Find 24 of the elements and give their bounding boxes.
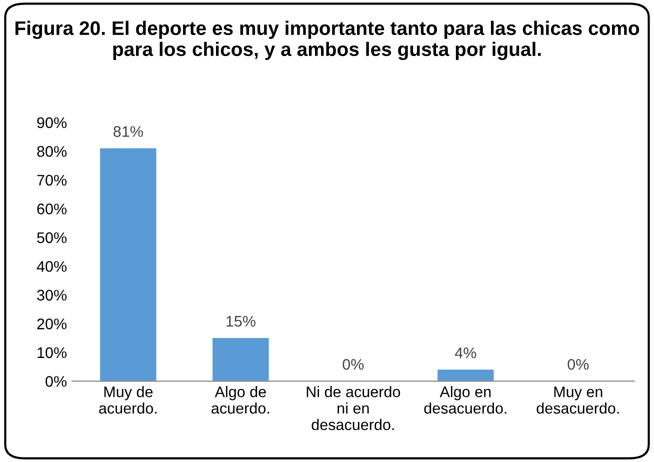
bar (438, 370, 494, 382)
x-tick-label: Muy en desacuerdo. (536, 386, 619, 414)
x-tick-label: Muy de acuerdo. (99, 386, 157, 414)
y-tick-label: 90% (37, 117, 67, 128)
y-tick-label: 30% (37, 290, 67, 301)
y-tick-label: 50% (37, 232, 67, 244)
x-tick-label: Algo de acuerdo. (212, 386, 270, 414)
bar (212, 338, 269, 382)
x-tick-label: Algo en desacuerdo. (424, 386, 506, 414)
chart-title: Figura 20. El deporte es muy importante tanto para las chicas como para los chicos, y a ambos les gusta por igual. (16, 20, 640, 60)
y-tick-label: 10% (38, 347, 67, 358)
y-tick-label: 20% (37, 318, 67, 330)
data-label: 4% (454, 348, 476, 358)
data-label: 15% (226, 316, 256, 327)
x-tick-label: Ni de acuerdo ni en desacuerdo. (306, 386, 400, 430)
y-tick-label: 40% (36, 261, 67, 272)
y-tick-label: 80% (37, 146, 67, 157)
y-tick-label: 0% (46, 376, 67, 387)
data-label: 0% (342, 358, 364, 370)
y-tick-label: 70% (37, 174, 67, 186)
data-label: 81% (114, 126, 143, 137)
bar (100, 148, 156, 382)
y-tick-label: 60% (37, 204, 67, 214)
data-label: 0% (568, 358, 589, 370)
